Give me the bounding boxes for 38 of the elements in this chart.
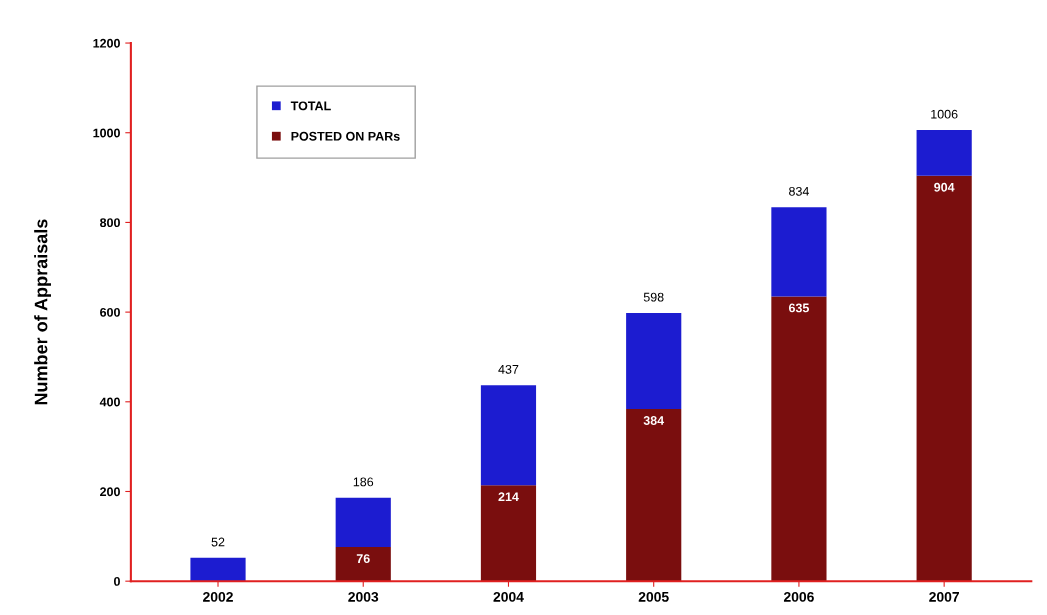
bar	[626, 313, 682, 409]
x-tick-label: 2004	[493, 591, 524, 602]
bar	[771, 207, 827, 297]
data-label: 635	[788, 303, 810, 313]
data-label: 384	[643, 416, 665, 425]
y-axis-title: Number of Appraisals	[34, 219, 51, 405]
total-label: 52	[211, 537, 225, 547]
bar	[335, 497, 391, 548]
y-tick-label: 600	[100, 307, 120, 317]
x-tick-label: 2003	[348, 591, 379, 602]
y-tick-label: 0	[114, 576, 120, 586]
total-label: 598	[643, 292, 664, 302]
bar	[771, 296, 827, 582]
total-label: 186	[353, 477, 374, 487]
data-label: 76	[356, 554, 370, 563]
bar	[480, 385, 537, 486]
total-label: 834	[789, 186, 809, 196]
bar	[190, 557, 246, 582]
bar	[480, 485, 537, 582]
x-tick-label: 2006	[783, 591, 814, 602]
y-tick-label: 200	[100, 487, 120, 497]
y-tick-label: 800	[100, 218, 120, 228]
x-tick-label: 2007	[929, 591, 959, 602]
y-tick-label: 400	[99, 397, 120, 407]
total-label: 1006	[931, 109, 958, 119]
bar	[916, 175, 972, 582]
bar	[335, 547, 391, 582]
total-label: 437	[498, 364, 519, 374]
legend-label: POSTED ON PARs	[291, 131, 400, 141]
bar	[916, 130, 972, 176]
y-tick-label: 1200	[93, 38, 120, 48]
data-label: 904	[934, 182, 955, 192]
bar	[626, 408, 682, 582]
legend-label: TOTAL	[290, 101, 331, 111]
x-tick-label: 2002	[203, 591, 233, 602]
y-tick-label: 1000	[93, 128, 120, 138]
x-tick-label: 2005	[638, 591, 669, 602]
data-label: 214	[498, 492, 519, 501]
